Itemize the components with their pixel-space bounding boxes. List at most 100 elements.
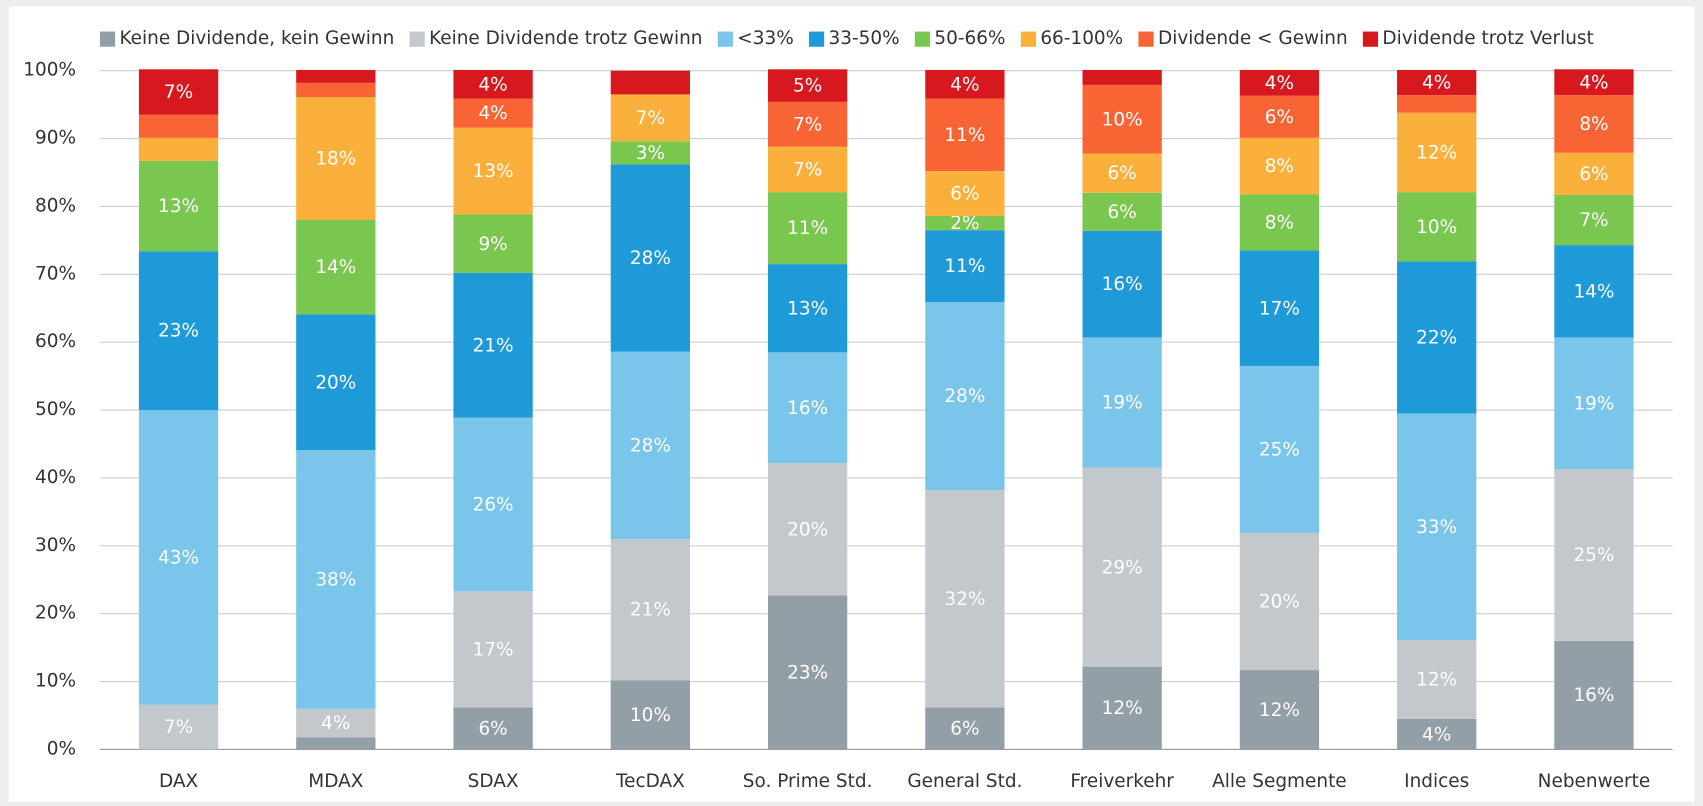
y-tick-label: 70% <box>35 263 76 284</box>
data-label: 18% <box>315 149 356 170</box>
legend-label: Keine Dividende trotz Gewinn <box>429 28 702 49</box>
data-label: 11% <box>944 256 985 277</box>
data-label: 14% <box>315 257 356 278</box>
bar-segment <box>767 595 848 750</box>
data-label: 6% <box>1108 163 1137 184</box>
bar-segment <box>453 98 533 128</box>
data-label: 2% <box>950 213 979 234</box>
data-label: 4% <box>1579 72 1608 93</box>
bar-segment <box>453 591 533 708</box>
legend-label: 33-50% <box>829 28 900 49</box>
x-tick-label: SDAX <box>468 771 519 792</box>
bar-segment <box>925 215 1005 231</box>
data-label: 17% <box>473 639 514 660</box>
data-label: 8% <box>1265 212 1294 233</box>
data-label: 7% <box>636 108 665 129</box>
bar-segment <box>925 171 1005 216</box>
bar-segment <box>1082 467 1162 667</box>
bar-segment <box>767 463 848 596</box>
y-tick-label: 80% <box>35 195 76 216</box>
y-tick-label: 20% <box>35 603 76 624</box>
data-label: 12% <box>1259 700 1300 721</box>
data-label: 17% <box>1259 298 1300 319</box>
x-tick-label: DAX <box>159 771 199 792</box>
data-label: 33% <box>1416 517 1457 538</box>
bar-segment <box>925 98 1005 172</box>
bar-segment <box>1397 95 1477 113</box>
bar-segment <box>1082 84 1162 154</box>
data-label: 21% <box>473 335 514 356</box>
y-tick-label: 0% <box>47 738 76 759</box>
data-label: 12% <box>1416 670 1457 691</box>
data-label: 4% <box>478 103 507 124</box>
bar-segment <box>296 97 376 220</box>
bar-segment <box>1397 192 1477 262</box>
data-label: 4% <box>1422 724 1451 745</box>
data-label: 9% <box>478 234 507 255</box>
bar-segment <box>1554 245 1634 338</box>
data-label: 6% <box>1265 107 1294 128</box>
bar-segment <box>296 708 376 738</box>
data-label: 12% <box>1102 698 1143 719</box>
bar-segment <box>138 251 219 411</box>
bar-segment <box>1554 194 1634 246</box>
data-label: 10% <box>1102 109 1143 130</box>
y-tick-label: 90% <box>35 128 76 149</box>
data-label: 13% <box>473 161 514 182</box>
data-label: 6% <box>1108 202 1137 223</box>
data-label: 19% <box>1573 393 1614 414</box>
data-label: 25% <box>1259 440 1300 461</box>
bar-segment <box>925 69 1005 99</box>
legend-swatch <box>99 31 116 47</box>
bar-segment <box>925 230 1005 303</box>
x-tick-label: Freiverkehr <box>1070 771 1174 792</box>
data-label: 4% <box>321 713 350 734</box>
data-label: 23% <box>158 321 199 342</box>
bar-segment <box>1082 666 1162 750</box>
legend-swatch <box>409 31 425 47</box>
bar-segment <box>1397 112 1477 193</box>
data-label: 7% <box>793 160 822 181</box>
data-label: 38% <box>315 570 356 591</box>
data-label: 21% <box>630 600 671 621</box>
x-tick-label: MDAX <box>308 771 363 792</box>
legend-label: 50-66% <box>934 28 1005 49</box>
data-label: 6% <box>478 719 507 740</box>
data-label: 13% <box>787 298 828 319</box>
data-label: 19% <box>1102 393 1143 414</box>
bar-segment <box>1239 69 1320 96</box>
x-tick-label: Indices <box>1404 771 1469 792</box>
x-tick-label: Alle Segmente <box>1212 771 1346 792</box>
bar-segment <box>138 160 219 252</box>
bar-segment <box>610 680 690 750</box>
bar-segment <box>453 272 533 418</box>
bar-segment <box>1239 137 1320 195</box>
data-label: 7% <box>164 82 193 103</box>
bar-segment <box>1082 192 1162 231</box>
bar-segment <box>767 352 848 464</box>
bar-segment <box>296 69 376 83</box>
data-label: 43% <box>158 547 199 568</box>
x-tick-label: TecDAX <box>615 771 685 792</box>
legend-swatch <box>717 31 733 47</box>
data-label: 12% <box>1416 143 1457 164</box>
y-tick-label: 10% <box>35 671 76 692</box>
bar-segment <box>296 82 376 98</box>
bar-segment <box>296 737 376 750</box>
legend-swatch <box>1020 31 1036 47</box>
bar-segment <box>1239 532 1320 671</box>
legend-swatch <box>1138 31 1154 47</box>
bar-segment <box>1397 640 1477 719</box>
data-label: 3% <box>636 143 665 164</box>
data-label: 16% <box>1573 685 1614 706</box>
legend-swatch <box>914 31 931 47</box>
legend-label: 66-100% <box>1040 28 1123 49</box>
bar-segment <box>296 314 376 451</box>
y-tick-label: 60% <box>35 331 76 352</box>
bar-segment <box>1082 153 1162 193</box>
bar-segment <box>610 539 690 681</box>
bar-segment <box>1554 640 1634 750</box>
x-tick-label: Nebenwerte <box>1538 771 1651 792</box>
data-label: 23% <box>787 663 828 684</box>
data-label: 7% <box>164 717 193 738</box>
